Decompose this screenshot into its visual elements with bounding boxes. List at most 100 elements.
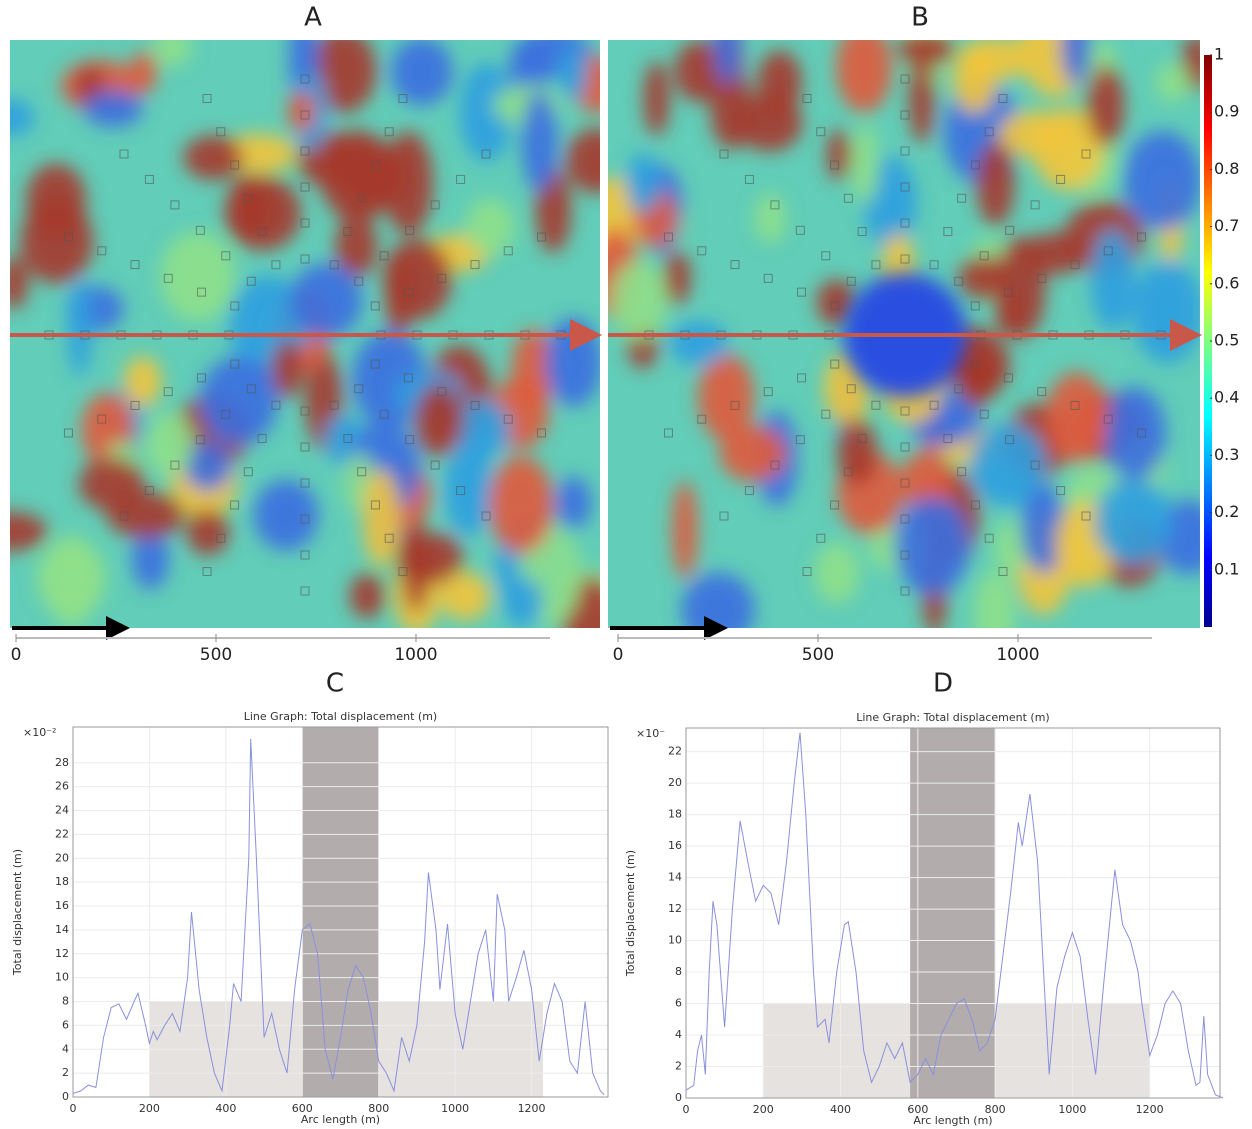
field-blob xyxy=(20,199,94,284)
y-tick-label: 10 xyxy=(668,934,682,947)
x-tick-label: 200 xyxy=(753,1103,774,1116)
field-blob xyxy=(610,260,667,340)
scatterer xyxy=(300,182,310,192)
field-blob xyxy=(816,279,856,326)
field-blob xyxy=(566,128,600,194)
plot-border xyxy=(685,727,1221,1099)
y-tick-label: 22 xyxy=(55,827,69,840)
y-tick-label: 16 xyxy=(668,839,682,852)
scatterer xyxy=(354,384,364,394)
field-blob xyxy=(1060,40,1092,85)
scatterer xyxy=(300,586,310,596)
scatterer xyxy=(481,149,491,159)
y-tick-label: 16 xyxy=(55,899,69,912)
colorbar-tick-label: 0.1 xyxy=(1214,559,1239,578)
x-axis-label: Arc length (m) xyxy=(913,1114,992,1127)
scatterer xyxy=(63,232,73,242)
field-blob xyxy=(397,527,429,585)
scatterer xyxy=(970,359,980,369)
scatterer xyxy=(300,550,310,560)
field-blob xyxy=(993,519,1029,575)
scatterer xyxy=(170,200,180,210)
x-tick-label: 1000 xyxy=(394,645,437,665)
field-blob xyxy=(488,456,554,554)
x-tick-label: 800 xyxy=(368,1102,389,1115)
field-blob xyxy=(664,250,691,305)
scatterer xyxy=(871,400,881,410)
scatterer xyxy=(470,400,480,410)
field-blob xyxy=(227,174,272,240)
field-blob xyxy=(253,479,319,551)
scatterer xyxy=(830,160,840,170)
field-blob xyxy=(10,257,29,310)
field-blob xyxy=(952,45,997,114)
scatterer xyxy=(900,146,910,156)
scatterer xyxy=(398,93,408,103)
colorbar-tick-label: 0.8 xyxy=(1214,159,1239,178)
scatterer xyxy=(230,301,240,311)
scatterer xyxy=(998,93,1008,103)
field-blob xyxy=(559,46,588,101)
field-blob xyxy=(1022,232,1087,275)
field-blob xyxy=(320,130,395,223)
scatterer xyxy=(816,127,826,137)
y-tick-label: 18 xyxy=(668,808,682,821)
y-tick-label: 28 xyxy=(55,756,69,769)
scatterer xyxy=(797,373,807,383)
scatterer xyxy=(230,160,240,170)
scatterer xyxy=(246,276,256,286)
scatterer xyxy=(195,435,205,445)
field-blob xyxy=(713,40,741,86)
field-blob xyxy=(851,124,880,204)
field-blob xyxy=(186,509,230,556)
scatterer xyxy=(202,567,212,577)
scatterer xyxy=(300,442,310,452)
scatterer xyxy=(900,550,910,560)
scatterer xyxy=(871,260,881,270)
colorbar-tick-label: 0.7 xyxy=(1214,216,1239,235)
field-blob xyxy=(439,571,491,621)
scatterer xyxy=(243,467,253,477)
x-tick-label: 600 xyxy=(292,1102,313,1115)
scatterer xyxy=(97,246,107,256)
field-blob xyxy=(900,450,954,513)
field-blob xyxy=(545,317,600,407)
y-tick-label: 0 xyxy=(675,1091,682,1104)
y-tick-label: 10 xyxy=(55,971,69,984)
scatterer xyxy=(900,586,910,596)
chart-title: Line Graph: Total displacement (m) xyxy=(244,710,437,723)
x-tick-label: 1200 xyxy=(1136,1103,1164,1116)
field-blob xyxy=(669,320,729,366)
scatterer xyxy=(257,433,267,443)
scatterer xyxy=(216,127,226,137)
x-tick-label: 1000 xyxy=(1058,1103,1086,1116)
scatterer xyxy=(271,400,281,410)
scatterer xyxy=(802,567,812,577)
scatterer xyxy=(1081,511,1091,521)
highlight-band xyxy=(910,728,996,1098)
heatmap-field xyxy=(608,40,1200,628)
field-blob xyxy=(894,496,970,596)
scatterer xyxy=(170,460,180,470)
scatterer xyxy=(929,260,939,270)
field-blob xyxy=(698,353,755,441)
x-tick-label: 0 xyxy=(70,1102,77,1115)
scatterer xyxy=(130,260,140,270)
scatterer xyxy=(970,160,980,170)
scatterer xyxy=(379,251,389,261)
y-tick-label: 20 xyxy=(55,851,69,864)
field-blobs xyxy=(608,40,1200,628)
scatterer xyxy=(503,414,513,424)
scatterer xyxy=(221,251,231,261)
scatterer xyxy=(1070,260,1080,270)
y-tick-label: 4 xyxy=(62,1042,69,1055)
field-blob xyxy=(10,511,48,551)
scatterer xyxy=(719,511,729,521)
field-blob xyxy=(626,153,660,214)
scatterer xyxy=(1005,225,1015,235)
plot-border xyxy=(72,726,609,1098)
heatmap-field xyxy=(10,40,600,628)
field-blob xyxy=(414,383,463,457)
scatterer xyxy=(195,225,205,235)
